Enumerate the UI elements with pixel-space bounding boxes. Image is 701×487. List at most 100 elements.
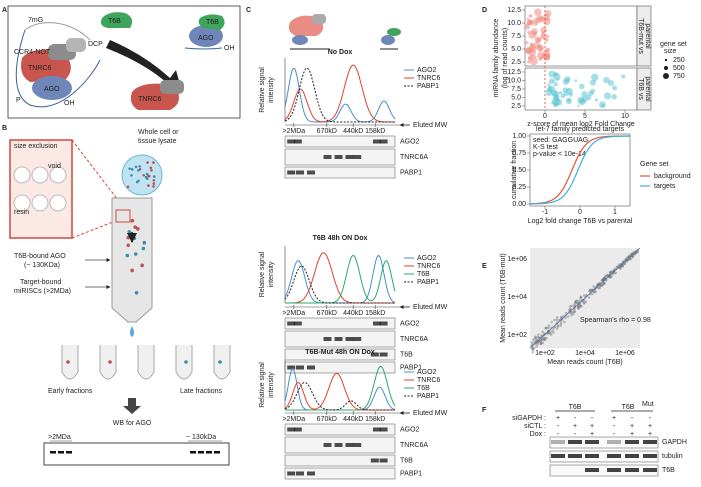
scatter-dot — [601, 104, 605, 108]
scatter-dot — [568, 308, 571, 312]
legend-label: TNRC6 — [417, 263, 440, 270]
scatter-dot — [591, 73, 599, 82]
label: p-value < 10e-14 — [533, 151, 586, 158]
scatter-dot — [534, 8, 542, 16]
blot-band — [334, 337, 343, 341]
tick-label: -1 — [542, 209, 548, 216]
t6b-shape — [100, 12, 133, 28]
scatter-dot — [554, 98, 563, 106]
scatter-dot — [600, 279, 603, 282]
scatter-dot — [526, 17, 529, 20]
label: size — [664, 48, 677, 55]
scatter-dot — [526, 19, 533, 26]
scatter-dot — [577, 96, 585, 104]
lysate-dot — [152, 175, 156, 178]
blot-band — [345, 443, 354, 447]
tube — [137, 345, 155, 380]
resin-bead — [31, 194, 49, 212]
dcp-shape — [66, 38, 86, 52]
scatter-dot — [588, 90, 594, 96]
scatter-dot — [550, 320, 553, 324]
scatter-dot — [529, 14, 533, 18]
legend-label: 500 — [673, 65, 685, 72]
scatter-dot — [533, 42, 540, 49]
scatter-dot — [537, 51, 545, 60]
blot-label: T6B — [400, 457, 413, 464]
sign: + — [590, 423, 594, 430]
label: T6B-bound AGO — [14, 253, 66, 260]
ago-shape — [32, 76, 72, 100]
ccr4-right — [160, 80, 184, 94]
scatter-dot — [568, 305, 572, 308]
blot-band — [323, 337, 332, 341]
scatter-dot — [612, 85, 618, 91]
scatter-dot — [581, 91, 588, 98]
lysate-dot — [130, 168, 134, 171]
scatter-dot — [625, 256, 629, 260]
scatter-dot — [534, 335, 537, 338]
label: DCP — [88, 41, 103, 48]
scatter-dot — [600, 284, 604, 287]
scatter-dot — [609, 271, 612, 275]
tick-label: 10.0 — [507, 77, 521, 84]
label: GAPDH — [662, 439, 687, 446]
scatter-dot — [602, 281, 605, 285]
label: z-score of mean log2 Fold Change — [527, 121, 634, 128]
legend-label: 250 — [673, 57, 685, 64]
scatter-dot — [569, 311, 573, 314]
sign: + — [648, 423, 652, 430]
scatter-dot — [544, 326, 547, 330]
mrna-tail — [24, 22, 91, 41]
sign: - — [613, 431, 616, 438]
label: Whole cell or — [138, 129, 179, 136]
scatter-dot — [553, 82, 558, 87]
legend-label: TNRC6 — [417, 75, 440, 82]
scatter-dot — [574, 79, 578, 83]
scatter-dot — [544, 37, 549, 43]
drop — [130, 326, 134, 337]
icon-t6b — [387, 28, 401, 36]
column-dot — [142, 240, 147, 245]
blot-row — [284, 454, 396, 467]
blot-band — [287, 170, 296, 175]
column-dot — [130, 218, 135, 223]
scatter-dot — [573, 310, 577, 314]
scatter-dot — [588, 289, 591, 293]
scatter-dot — [537, 340, 541, 343]
profile-curve — [284, 381, 395, 411]
label: size exclusion — [14, 143, 58, 150]
scatter-dot — [609, 270, 613, 274]
subpanel-title: No Dox — [328, 49, 353, 56]
subpanel-title: T6B 48h ON Dox — [313, 235, 368, 242]
tube-dot — [108, 360, 112, 364]
scatter-dot — [625, 258, 628, 262]
scatter-dot — [532, 338, 535, 342]
subpanel-title: T6B-Mut 48h ON Dox — [305, 349, 375, 356]
tick-label: 5.0 — [511, 94, 521, 101]
tube — [213, 345, 231, 380]
scatter-dot — [543, 338, 547, 342]
tick-label: 2.5 — [511, 59, 521, 66]
scatter-dot — [621, 74, 626, 79]
mw-label: 670kD — [317, 310, 337, 317]
scatter-dot — [541, 337, 545, 341]
wb-row — [549, 436, 659, 449]
blot-band — [296, 365, 304, 370]
scatter-dot — [556, 316, 559, 319]
scatter-dot — [542, 332, 546, 335]
scatter-dot — [533, 17, 540, 24]
scatter-dot — [574, 299, 578, 303]
lysate-dot — [149, 166, 153, 170]
scatter-dot — [563, 90, 569, 97]
blot-band — [66, 451, 72, 454]
blot-band — [287, 427, 296, 432]
scatter-dot — [594, 290, 598, 294]
scatter-dot — [582, 99, 585, 102]
scatter-dot — [574, 301, 577, 305]
scatter-dot — [538, 57, 542, 61]
resin-bead — [31, 166, 49, 184]
scatter-dot — [569, 307, 572, 311]
column-dot — [132, 236, 137, 241]
scatter-dot — [605, 273, 609, 277]
mw-label: 670kD — [317, 416, 337, 423]
